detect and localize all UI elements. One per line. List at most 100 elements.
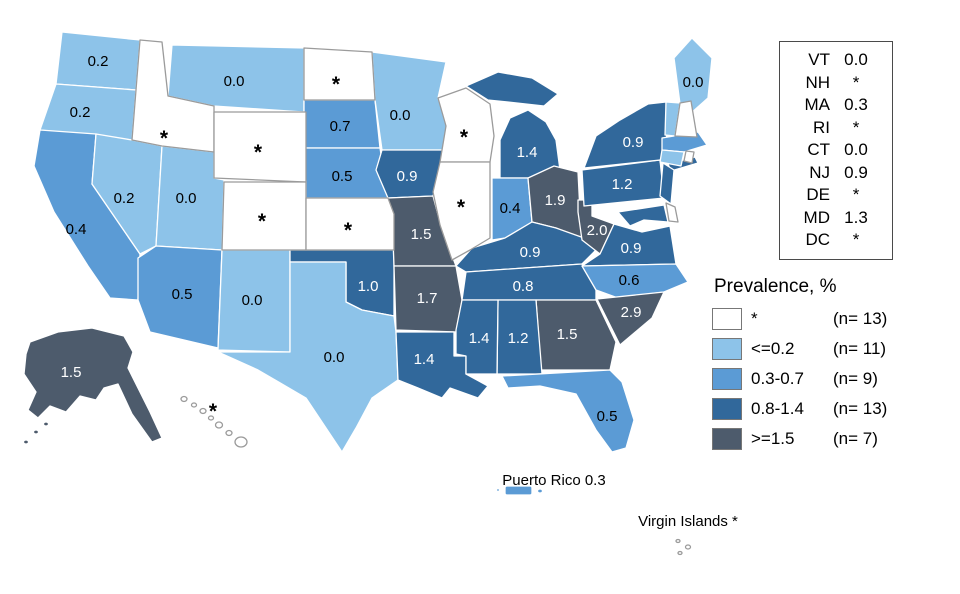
legend-swatch [712, 428, 742, 450]
inset-row: DE * [788, 184, 882, 207]
puerto-rico-island [504, 485, 533, 496]
state-ak [23, 327, 163, 443]
state-label-ca: 0.4 [66, 221, 87, 238]
state-label-az: 0.5 [172, 286, 193, 303]
legend-item: <=0.2 (n= 11) [712, 338, 887, 360]
inset-state-value: * [852, 117, 860, 137]
state-label-sc: 2.9 [621, 304, 642, 321]
legend-item-count: (n= 11) [833, 339, 887, 358]
inset-state-value: * [852, 230, 860, 249]
inset-state-code: CT [807, 140, 830, 159]
state-ms [455, 299, 499, 375]
state-label-ny: 0.9 [623, 134, 644, 151]
state-label-wi: * [460, 126, 469, 149]
state-label-nd: * [332, 73, 341, 96]
state-label-tx: 0.0 [324, 349, 345, 366]
inset-state-code: VT [808, 50, 830, 69]
inset-row: NJ 0.9 [788, 162, 882, 185]
state-value-labels: 0.2 0.2 0.4 0.2 * 0.0 * 0.0 0.5 0.0 * * … [61, 53, 704, 425]
inset-state-code: NH [805, 72, 830, 92]
hawaii-island [180, 395, 188, 403]
inset-state-code: NJ [809, 162, 830, 182]
state-label-il: * [457, 196, 466, 219]
state-label-ut: 0.0 [176, 190, 197, 207]
state-label-mn: 0.0 [390, 107, 411, 124]
aleutian-islet [42, 421, 50, 427]
state-label-wy: * [254, 141, 263, 164]
state-label-la: 1.4 [414, 351, 435, 368]
inset-state-value: * [852, 72, 860, 92]
inset-row: NH * [788, 72, 882, 95]
inset-state-value: 0.0 [844, 140, 868, 159]
legend-swatch [712, 368, 742, 390]
states-layer [22, 31, 713, 556]
state-label-tn: 0.8 [513, 278, 534, 295]
state-label-nc: 0.6 [619, 272, 640, 289]
inset-state-value: 1.3 [844, 207, 868, 227]
territory-annotations: Puerto Rico 0.3 Virgin Islands * [502, 472, 738, 530]
hawaii-island [234, 436, 248, 448]
state-label-ak: 1.5 [61, 364, 82, 381]
state-label-ga: 1.5 [557, 326, 578, 343]
small-states-inset-box: VT 0.0 NH * MA 0.3 RI * CT 0.0 NJ 0.9 DE * MD 1.… [779, 41, 893, 260]
inset-state-code: RI [813, 117, 830, 137]
state-nd [303, 47, 376, 101]
state-ks [305, 197, 395, 251]
state-label-ky: 0.9 [520, 244, 541, 261]
hawaii-island [225, 429, 233, 437]
legend-item: >=1.5 (n= 7) [712, 428, 887, 450]
inset-state-value: * [852, 185, 860, 204]
inset-row: MA 0.3 [788, 94, 882, 117]
inset-state-value: 0.9 [844, 162, 868, 182]
state-label-mi: 1.4 [517, 144, 538, 161]
puerto-rico-islet [495, 487, 501, 493]
hawaii-island [199, 407, 207, 415]
inset-state-code: MD [803, 207, 830, 227]
inset-state-code: MA [804, 95, 831, 114]
legend-item: 0.3-0.7 (n= 9) [712, 368, 887, 390]
legend-item-label: 0.8-1.4 [751, 399, 804, 418]
state-label-co: * [258, 210, 267, 233]
hawaii-island [207, 415, 215, 421]
state-label-nm: 0.0 [242, 292, 263, 309]
state-mn [371, 51, 449, 151]
state-label-va: 0.9 [621, 240, 642, 257]
virgin-islands-label: Virgin Islands * [638, 513, 738, 530]
prevalence-legend: Prevalence, % * (n= 13) <=0.2 (n= 11) 0.… [712, 276, 887, 458]
state-tn [461, 263, 597, 301]
puerto-rico-label: Puerto Rico 0.3 [502, 472, 605, 489]
state-label-sd: 0.7 [330, 118, 351, 135]
state-label-fl: 0.5 [597, 408, 618, 425]
state-md [617, 204, 669, 227]
legend-item-count: (n= 13) [833, 309, 888, 328]
legend-swatch [712, 338, 742, 360]
virgin-islands-islet [677, 550, 683, 556]
legend-item-label: * [751, 309, 758, 328]
legend-item-count: (n= 9) [833, 369, 878, 388]
state-label-ks: * [344, 219, 353, 242]
hawaii-island [190, 402, 198, 408]
inset-row: CT 0.0 [788, 139, 882, 162]
puerto-rico-islet [536, 488, 544, 494]
inset-row: DC * [788, 229, 882, 252]
inset-row: VT 0.0 [788, 49, 882, 72]
state-la [395, 331, 489, 399]
legend-swatch [712, 308, 742, 330]
legend-title: Prevalence, % [714, 276, 837, 297]
state-label-wv: 2.0 [587, 222, 608, 239]
state-label-oh: 1.9 [545, 192, 566, 209]
state-fl [501, 369, 635, 453]
legend-item: * (n= 13) [712, 308, 887, 330]
hawaii-island [214, 421, 224, 429]
state-label-al: 1.2 [508, 330, 529, 347]
inset-row: MD 1.3 [788, 207, 882, 230]
state-label-ar: 1.7 [417, 290, 438, 307]
aleutian-islet [22, 439, 30, 445]
legend-item-count: (n= 13) [833, 399, 888, 418]
state-label-ok: 1.0 [358, 278, 379, 295]
legend-swatch [712, 398, 742, 420]
legend-item-count: (n= 7) [833, 429, 878, 448]
aleutian-islet [32, 429, 40, 435]
state-label-ms: 1.4 [469, 330, 490, 347]
